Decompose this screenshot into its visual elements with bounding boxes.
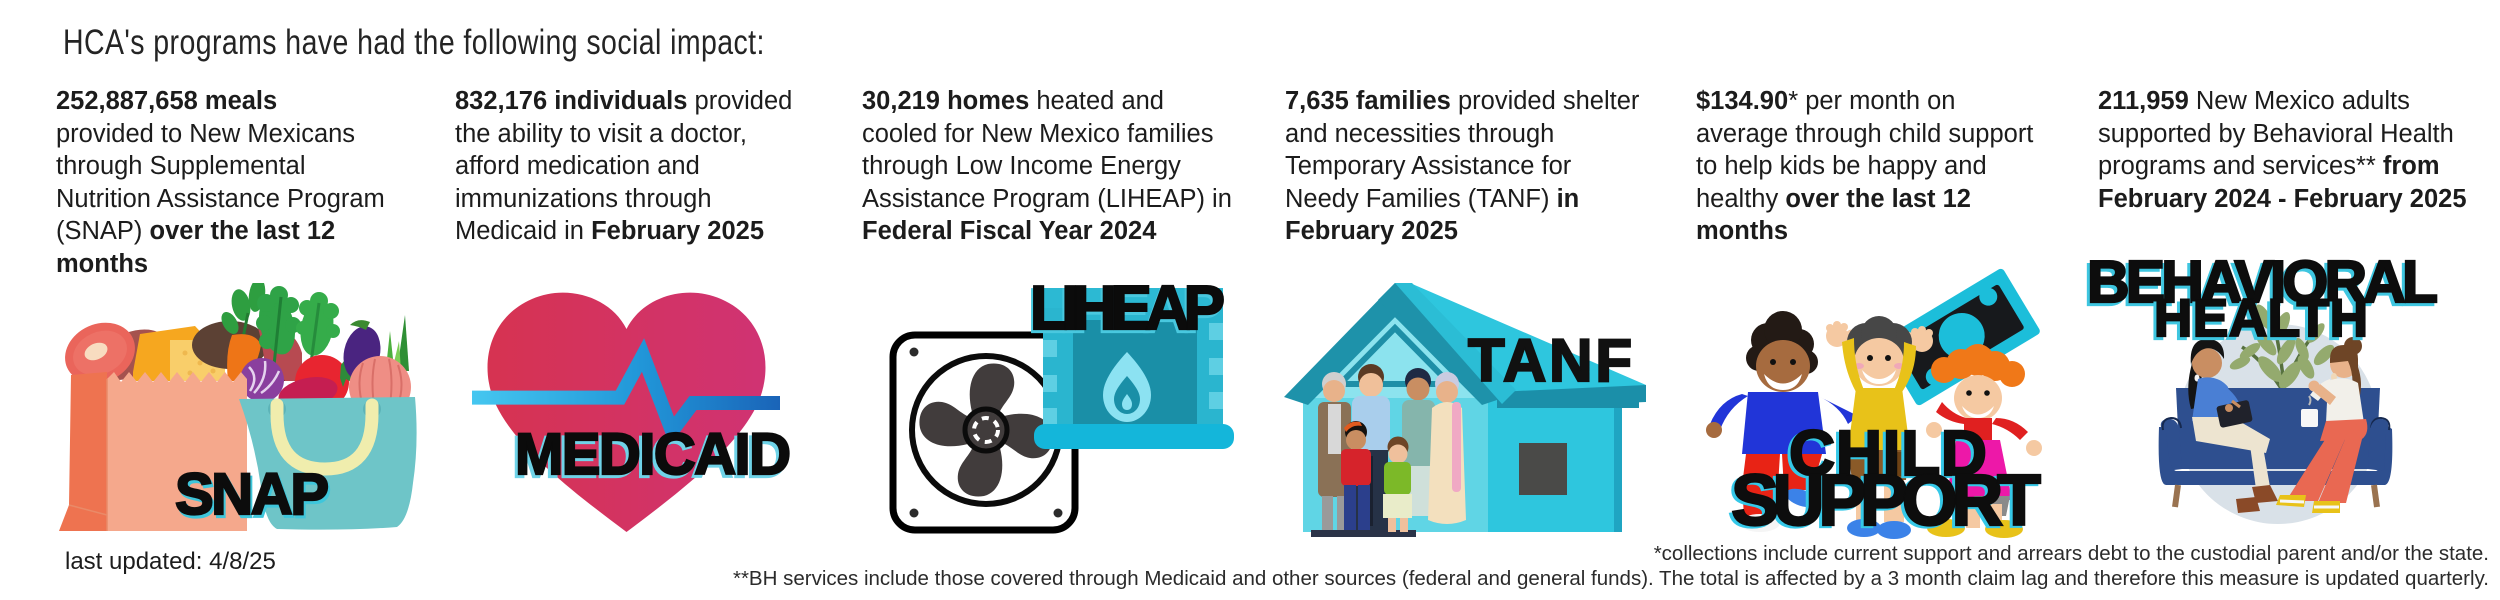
svg-text:HEALTH: HEALTH	[2151, 292, 2367, 351]
svg-text:BEHAVIORAL: BEHAVIORAL	[2084, 255, 2437, 318]
svg-text:MEDICAID: MEDICAID	[512, 425, 790, 490]
svg-text:LIHEAP: LIHEAP	[1028, 278, 1226, 346]
svg-text:TANF: TANF	[1468, 327, 1642, 394]
svg-text:CHILD: CHILD	[1789, 417, 1991, 489]
svg-text:SUPPORT: SUPPORT	[1731, 461, 2045, 541]
svg-text:HEALTH: HEALTH	[2154, 289, 2370, 348]
svg-text:BEHAVIORAL: BEHAVIORAL	[2087, 255, 2440, 315]
svg-text:SNAP: SNAP	[175, 462, 337, 527]
svg-text:CHILD: CHILD	[1786, 419, 1988, 491]
svg-text:LIHEAP: LIHEAP	[1030, 278, 1228, 343]
svg-text:SNAP: SNAP	[177, 465, 339, 530]
svg-text:SUPPORT: SUPPORT	[1728, 463, 2042, 543]
svg-text:MEDICAID: MEDICAID	[515, 422, 793, 487]
